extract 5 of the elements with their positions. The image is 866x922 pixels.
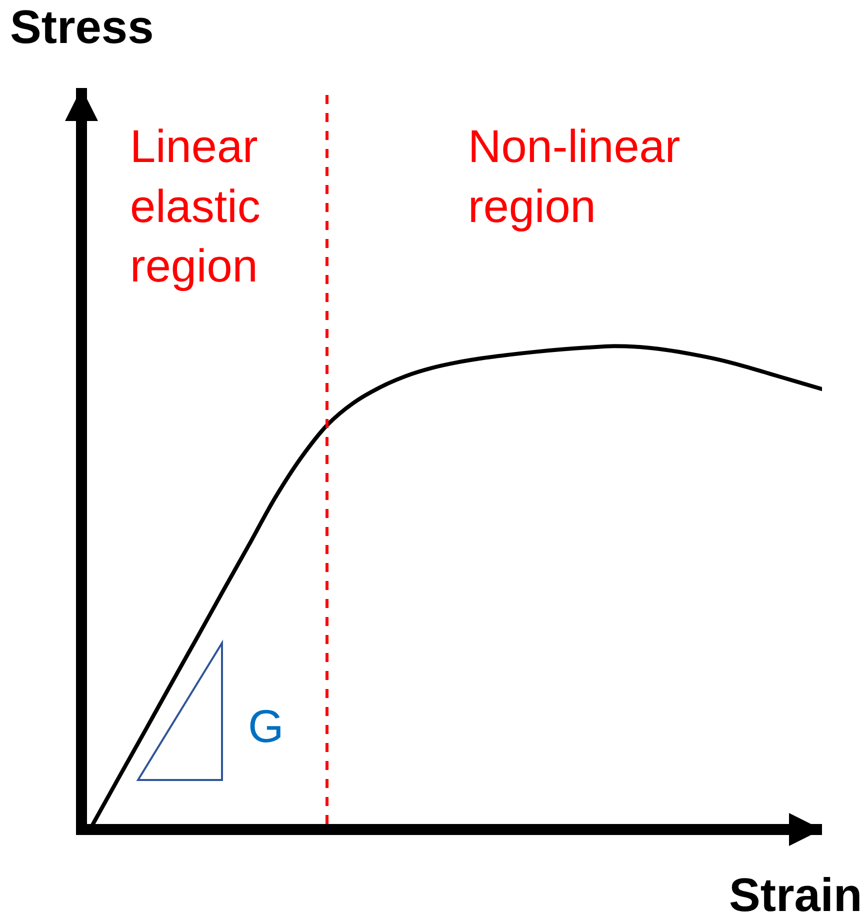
- x-axis-title: Strain: [729, 868, 862, 921]
- text: Linear elastic region: [130, 120, 260, 292]
- text: Non-linear region: [468, 120, 680, 232]
- text: Stress: [10, 0, 154, 53]
- annotation: G: [248, 700, 284, 752]
